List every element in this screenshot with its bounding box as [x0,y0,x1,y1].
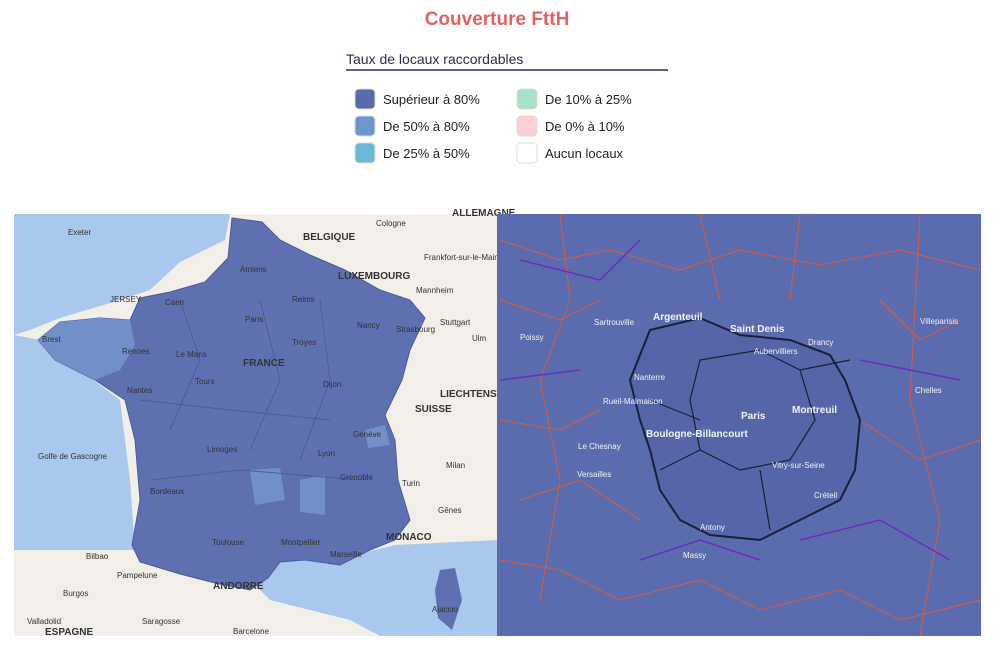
place-label: Villeparisis [920,317,958,326]
place-label: Tours [195,377,215,386]
place-label: Argenteuil [653,312,703,323]
place-label: Vitry-sur-Seine [772,461,825,470]
region-brittany [38,318,135,380]
place-label: Le Chesnay [578,442,621,451]
place-label: Barcelone [233,627,270,636]
place-label: Toulouse [212,538,245,547]
map-right: Argenteuil Saint Denis Paris Montreuil B… [497,213,982,637]
place-label: Montreuil [792,405,837,416]
legend-label: De 0% à 10% [545,119,625,134]
sea [14,335,135,550]
place-label: Marseille [330,550,363,559]
map-left: Exeter JERSEY Brest Rennes Caen Le Mans … [14,208,519,638]
place-label: FRANCE [243,358,285,369]
place-label: Créteil [814,491,837,500]
boundaries [499,239,961,561]
place-label: Bilbao [86,552,109,561]
place-label: JERSEY [110,295,142,304]
legend-label: De 10% à 25% [545,92,632,107]
place-label: Gênes [438,506,462,515]
place-label: Boulogne-Billancourt [646,429,748,440]
place-label: Milan [446,461,465,470]
place-label: Nantes [127,386,152,395]
place-label: Versailles [577,470,611,479]
place-label: Frankfort-sur-le-Main [424,253,499,262]
corsica [435,568,462,630]
sea [255,540,497,636]
place-label: Saragosse [142,617,181,626]
place-label: Amiens [240,265,267,274]
place-label: MONACO [386,532,432,543]
title: Couverture FttH [425,9,570,30]
place-label: Sartrouville [594,318,635,327]
legend-swatch [354,115,376,137]
place-label: LIECHTENSTEIN [440,389,519,400]
place-label: Brest [42,335,61,344]
arrondissements [649,349,851,531]
place-label: Massy [683,551,706,560]
place-label: Aubervilliers [754,347,798,356]
paris-area [628,316,862,542]
legend-label: Aucun locaux [545,146,624,161]
place-label: Turin [402,479,420,488]
borders [139,299,361,481]
place-label: Chelles [915,386,942,395]
place-label: Nanterre [634,373,666,382]
place-label: Mannheim [416,286,454,295]
place-label: Caen [165,298,184,307]
place-label: Ulm [472,334,487,343]
place-label: Burgos [63,589,88,598]
place-label: Cologne [376,219,406,228]
place-label: Poissy [520,333,544,342]
place-label: Stuttgart [440,318,471,327]
place-label: Rueil-Malmaison [603,397,663,406]
place-label: Pampelune [117,571,158,580]
place-label: Ajaccio [432,605,458,614]
place-label: Golfe de Gascogne [38,452,107,461]
place-label: ALLEMAGNE [452,208,516,219]
place-label: Drancy [808,338,833,347]
place-label: BELGIQUE [303,232,356,243]
legend-swatch [516,115,538,137]
legend-label: De 25% à 50% [383,146,470,161]
place-label: ESPAGNE [45,627,93,638]
legend-swatch [516,88,538,110]
place-label: Lyon [318,449,335,458]
place-label: Strasbourg [396,325,435,334]
place-label: Troyes [292,338,316,347]
boundaries [499,213,982,637]
place-label: Saint Denis [730,324,785,335]
place-label: Paris [741,411,766,422]
place-label: Valladolid [27,617,61,626]
place-label: Genève [353,430,382,439]
place-label: Rennes [122,347,150,356]
place-label: ANDORRE [213,581,264,592]
place-label: Limoges [207,445,237,454]
place-label: Nancy [357,321,380,330]
legend: Supérieur à 80% De 50% à 80% De 25% à 50% D… [354,88,632,164]
legend-swatch [354,88,376,110]
place-label: Grenoble [340,473,373,482]
place-label: Paris [245,315,263,324]
legend-title: Taux de locaux raccordables [346,51,523,67]
place-label: Bordeaux [150,487,184,496]
place-label: Dijon [323,380,341,389]
legend-label: De 50% à 80% [383,119,470,134]
place-label: Exeter [68,228,91,237]
place-label: Montpellier [281,538,320,547]
sea [14,214,230,335]
place-label: Antony [700,523,725,532]
place-label: Le Mans [176,350,207,359]
legend-swatch [354,142,376,164]
legend-label: Supérieur à 80% [383,92,480,107]
place-label: SUISSE [415,404,452,415]
place-label: LUXEMBOURG [338,271,410,282]
place-label: Reims [292,295,315,304]
region-mid [250,425,390,515]
legend-swatch [516,142,538,164]
